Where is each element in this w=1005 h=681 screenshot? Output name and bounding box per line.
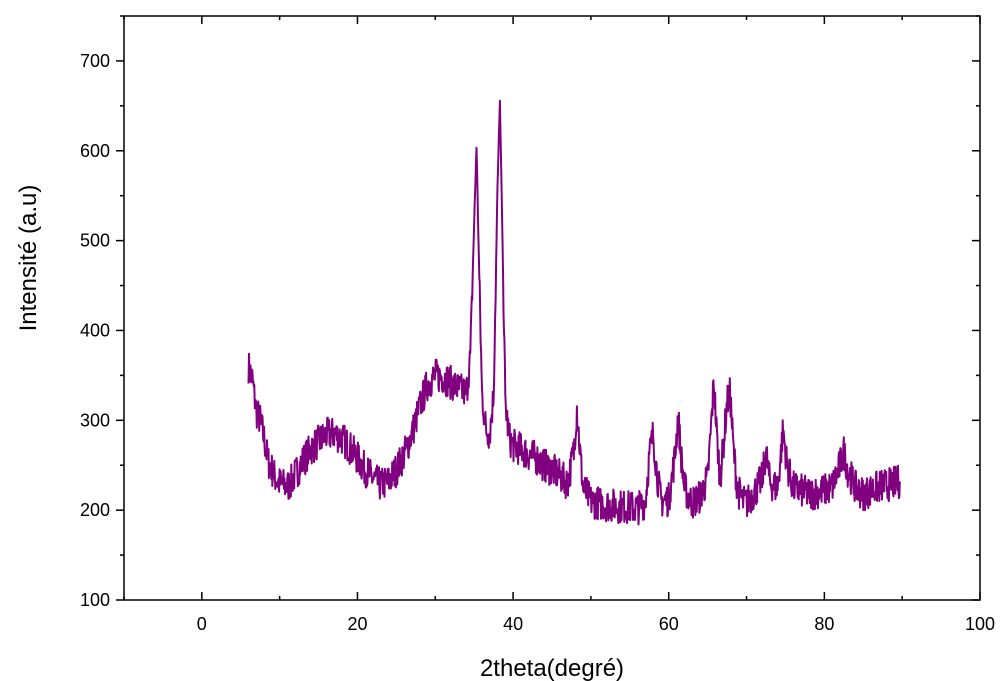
- x-tick-label: 0: [197, 614, 207, 634]
- y-tick-label: 100: [80, 590, 110, 610]
- y-tick-label: 200: [80, 500, 110, 520]
- y-tick-label: 500: [80, 231, 110, 251]
- axis-ticks: [116, 15, 981, 601]
- y-tick-label: 600: [80, 141, 110, 161]
- x-tick-label: 100: [965, 614, 995, 634]
- x-tick-label: 20: [347, 614, 367, 634]
- plot-frame: [123, 15, 981, 601]
- y-tick-label: 700: [80, 51, 110, 71]
- x-tick-label: 40: [503, 614, 523, 634]
- y-tick-label: 300: [80, 410, 110, 430]
- y-tick-label: 400: [80, 320, 110, 340]
- tick-labels: 0 20 40 60 80 100 100 200 300 400 500 600 700: [80, 51, 995, 634]
- y-axis-title: Intensité (a.u): [15, 185, 42, 332]
- x-tick-label: 80: [814, 614, 834, 634]
- x-tick-label: 60: [659, 614, 679, 634]
- x-axis-title: 2theta(degré): [480, 655, 624, 681]
- series-line: [247, 99, 901, 526]
